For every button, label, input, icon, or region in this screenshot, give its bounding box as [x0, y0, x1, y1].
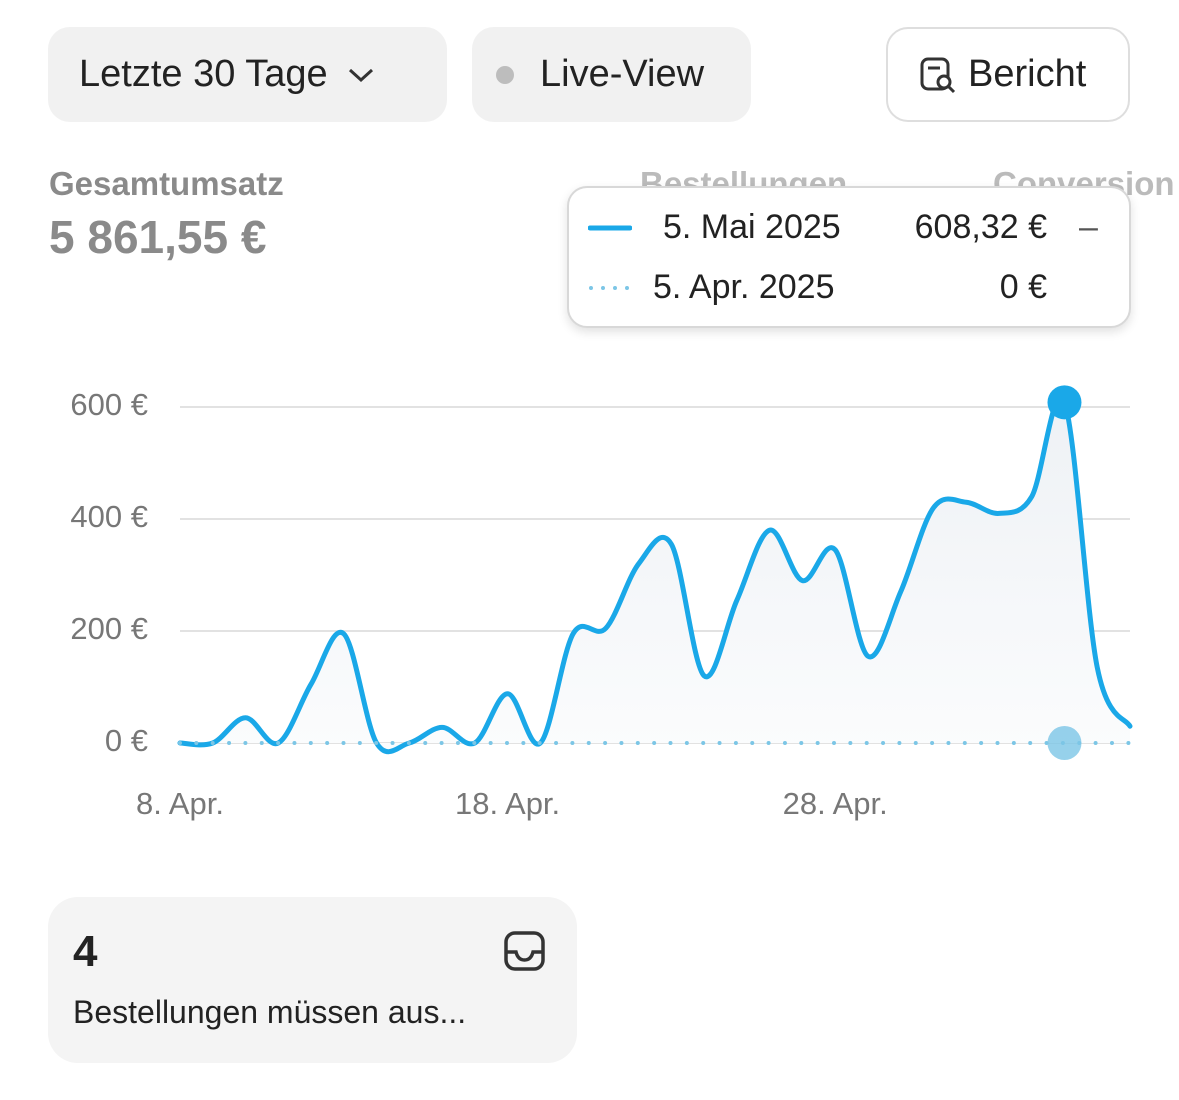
inbox-icon	[504, 931, 545, 971]
report-label: Bericht	[968, 53, 1087, 95]
y-tick-label: 200 €	[70, 611, 148, 646]
tooltip-value: 0 €	[999, 268, 1047, 306]
x-tick-label: 28. Apr.	[783, 786, 888, 821]
legend-line	[588, 225, 632, 231]
chart: 0 € 200 € 400 € 600 € 8. Apr. 18. Apr. 28. Apr…	[70, 385, 1133, 821]
range-dropdown[interactable]: Letzte 30 Tage	[48, 27, 447, 122]
live-view-button[interactable]: Live-View	[472, 27, 751, 122]
card-count: 4	[73, 927, 98, 976]
marker	[1047, 385, 1082, 420]
report-button[interactable]: Bericht	[886, 27, 1130, 122]
y-tick-label: 0 €	[105, 723, 148, 758]
status-dot	[496, 65, 514, 84]
area	[180, 397, 1130, 752]
card-text: Bestellungen müssen aus...	[73, 994, 467, 1030]
marker	[1047, 726, 1082, 760]
line	[177, 395, 1133, 755]
orders-card[interactable]: 4 Bestellungen müssen aus...	[48, 897, 577, 1063]
x-tick-label: 8. Apr.	[136, 786, 224, 821]
metric-value: 5 861,55 €	[49, 211, 267, 263]
metric-label: Gesamtumsatz	[49, 165, 284, 202]
chevron-icon	[348, 68, 373, 82]
y-tick-label: 400 €	[70, 499, 148, 534]
legend-line	[589, 286, 632, 290]
legend-date: 5. Mai 2025	[663, 208, 841, 246]
report-icon	[920, 57, 956, 93]
legend-date: 5. Apr. 2025	[653, 268, 835, 306]
range-label: Letzte 30 Tage	[79, 53, 328, 95]
live-view-label: Live-View	[540, 53, 705, 95]
x-tick-label: 18. Apr.	[455, 786, 560, 821]
tooltip-value: 608,32 €	[914, 208, 1047, 246]
tooltip-change: –	[1079, 208, 1098, 246]
y-tick-label: 600 €	[70, 387, 148, 422]
tooltip: 5. Mai 2025 608,32 € – 5. Apr. 2025 0 €	[567, 186, 1131, 328]
